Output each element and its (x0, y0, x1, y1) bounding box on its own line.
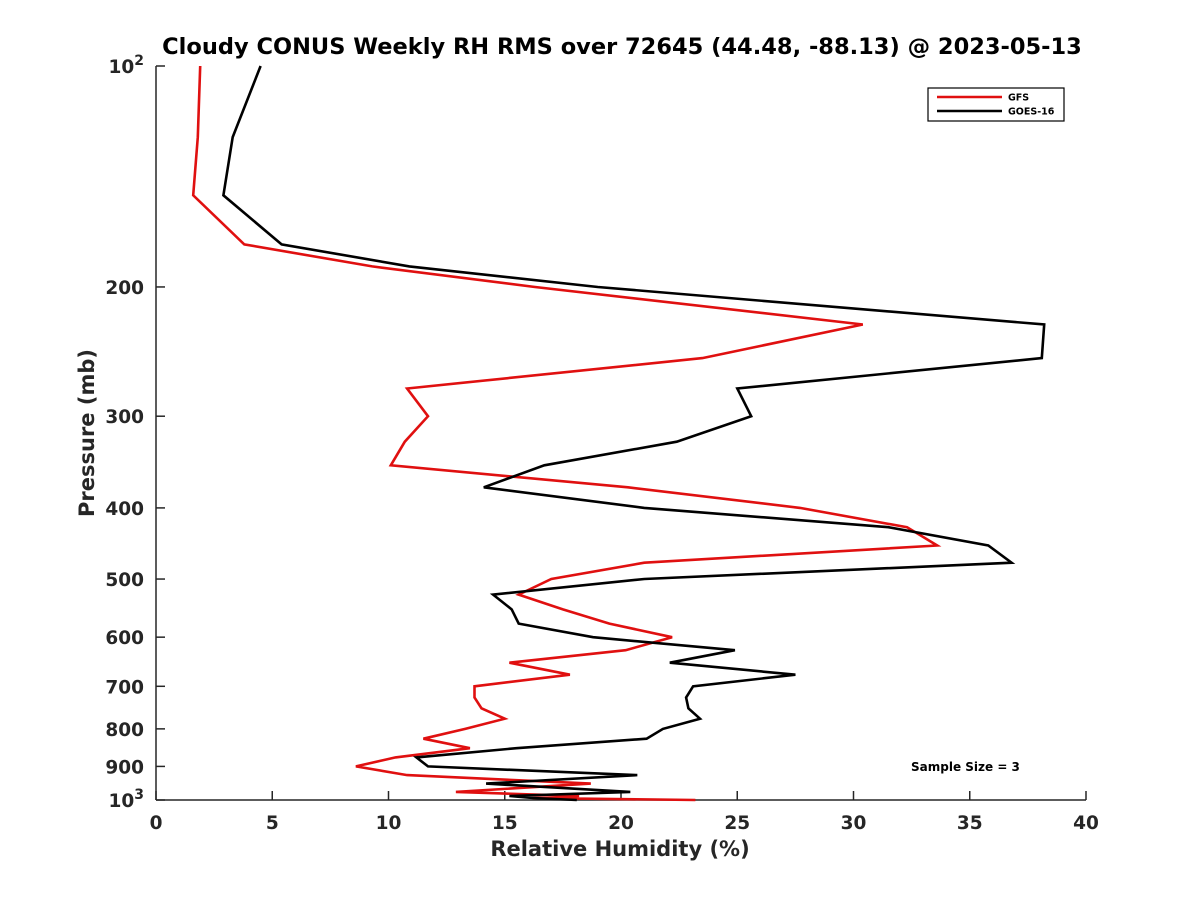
x-tick-label: 30 (841, 813, 867, 834)
y-tick-label: 700 (105, 677, 144, 698)
y-tick-label: 500 (105, 570, 144, 591)
y-tick-label: 103 (109, 787, 145, 812)
x-axis-label: Relative Humidity (%) (490, 837, 749, 861)
x-tick-label: 40 (1073, 813, 1099, 834)
x-tick-label: 25 (724, 813, 750, 834)
legend-label-gfs: GFS (1008, 93, 1029, 104)
legend-label-goes-16: GOES-16 (1008, 107, 1055, 118)
x-tick-label: 15 (492, 813, 518, 834)
legend: GFS GOES-16 (927, 87, 1065, 122)
chart-title: Cloudy CONUS Weekly RH RMS over 72645 (4… (162, 34, 1082, 60)
legend-box (927, 87, 1065, 122)
y-tick-label: 800 (105, 720, 144, 741)
y-tick-label: 200 (105, 278, 144, 299)
x-tick-label: 10 (376, 813, 402, 834)
series-line-gfs (191, 65, 942, 802)
y-tick-label: 400 (105, 499, 144, 520)
y-tick-label: 300 (105, 407, 144, 428)
y-tick-label: 102 (109, 53, 145, 78)
sample-size-annotation: Sample Size = 3 (911, 760, 1020, 774)
x-tick-label: 35 (957, 813, 983, 834)
x-tick-label: 0 (150, 813, 163, 834)
y-tick-label: 900 (105, 757, 144, 778)
series-line-goes-16 (222, 65, 1046, 802)
y-axis-label: Pressure (mb) (75, 349, 99, 517)
plot-area: 0 5 10 15 20 25 30 35 40 102 200 300 400 500 600 700 800… (105, 53, 1099, 834)
x-tick-label: 5 (266, 813, 279, 834)
y-tick-label: 600 (105, 628, 144, 649)
x-tick-label: 20 (608, 813, 634, 834)
